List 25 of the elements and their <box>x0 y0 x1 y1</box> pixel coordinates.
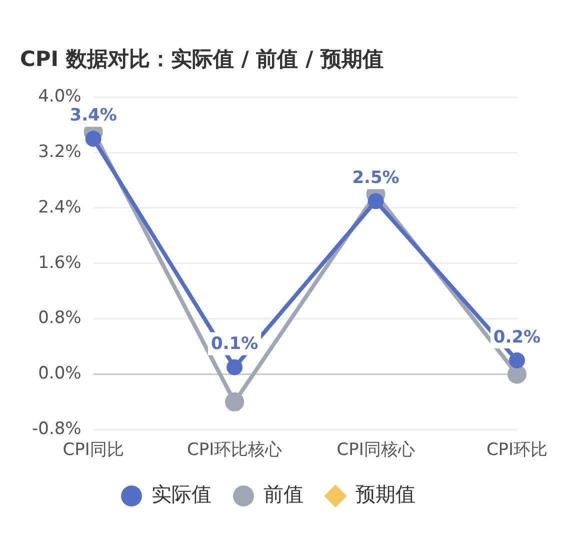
y-tick-label: 2.4% <box>38 197 82 218</box>
legend-label: 实际值 <box>152 482 212 506</box>
x-tick-label: CPI同核心 <box>336 440 415 460</box>
x-tick-label: CPI同比 <box>62 440 124 460</box>
point <box>509 352 525 368</box>
data-label: 3.4% <box>70 106 117 126</box>
chart-title: CPI 数据对比：实际值 / 前值 / 预期值 <box>20 47 384 72</box>
y-tick-label: 0.8% <box>38 308 82 328</box>
data-label: 2.5% <box>352 168 400 188</box>
y-tick-label: -0.8% <box>32 419 82 440</box>
data-label: 0.1% <box>210 334 258 354</box>
point <box>226 359 243 376</box>
legend-label: 预期值 <box>356 482 416 506</box>
y-tick-label: 4.0% <box>38 86 82 107</box>
y-tick-label: 1.6% <box>38 252 82 273</box>
point <box>368 193 384 210</box>
y-tick-label: 0.0% <box>38 364 82 384</box>
point <box>85 130 102 147</box>
legend-label: 前值 <box>264 482 304 506</box>
point <box>508 364 526 384</box>
x-tick-label: CPI环比 <box>486 440 548 460</box>
point <box>225 392 244 412</box>
x-tick-label: CPI环比核心 <box>186 440 282 460</box>
y-tick-label: 3.2% <box>38 142 82 162</box>
data-label: 0.2% <box>493 327 541 348</box>
